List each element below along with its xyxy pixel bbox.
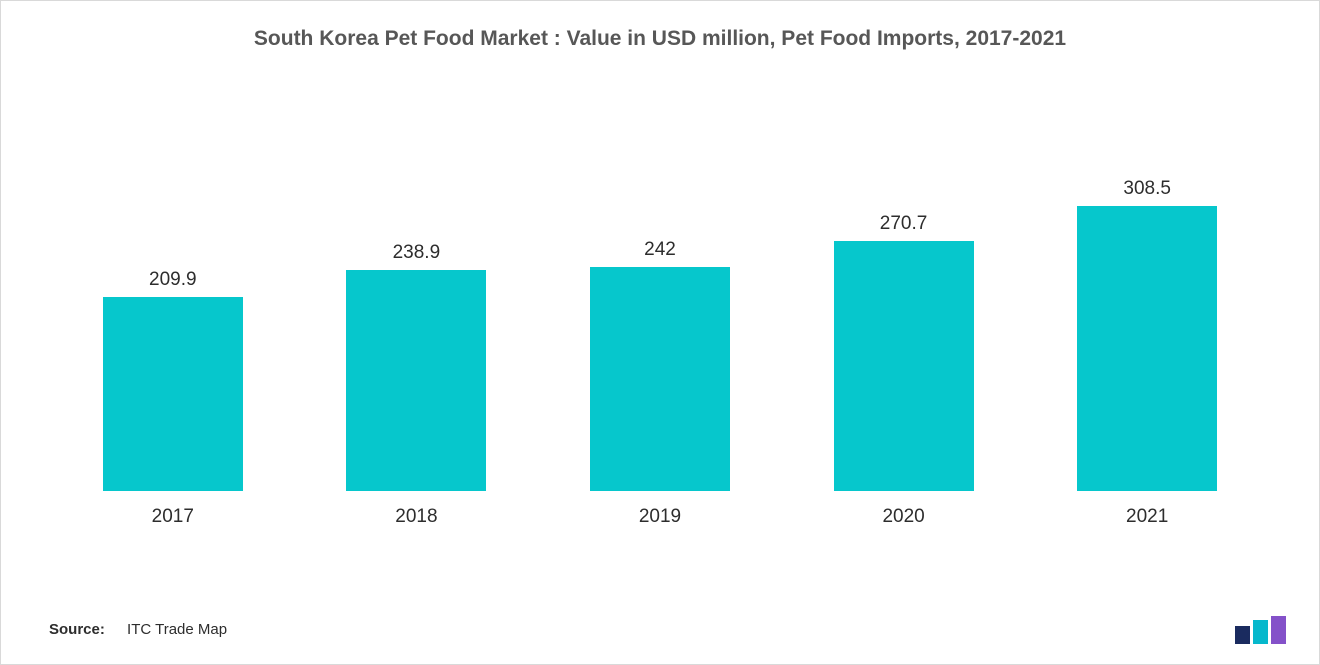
x-axis-label: 2017 [73, 496, 273, 528]
brand-logo-icon [1235, 616, 1291, 644]
chart-plot-area: 209.9 238.9 242 270.7 308.5 [51, 121, 1269, 491]
bar-value-label: 242 [644, 239, 676, 261]
bar-group: 308.5 [1047, 178, 1247, 491]
source-text: ITC Trade Map [127, 621, 227, 638]
bar-value-label: 209.9 [149, 269, 197, 291]
bar-value-label: 270.7 [880, 213, 928, 235]
bar [103, 297, 243, 491]
x-axis-label: 2019 [560, 496, 760, 528]
bar [834, 241, 974, 491]
bar [1077, 206, 1217, 491]
x-axis-label: 2020 [804, 496, 1004, 528]
x-axis-label: 2021 [1047, 496, 1247, 528]
bar [590, 267, 730, 491]
bar [346, 270, 486, 491]
source-label: Source: [49, 621, 105, 638]
bar-value-label: 308.5 [1123, 178, 1171, 200]
bar-group: 238.9 [316, 242, 516, 491]
bar-group: 209.9 [73, 269, 273, 491]
chart-title: South Korea Pet Food Market : Value in U… [1, 1, 1319, 51]
bar-value-label: 238.9 [393, 242, 441, 264]
bar-group: 242 [560, 239, 760, 491]
bar-group: 270.7 [804, 213, 1004, 491]
x-axis-label: 2018 [316, 496, 516, 528]
x-axis: 2017 2018 2019 2020 2021 [51, 496, 1269, 528]
source-attribution: Source: ITC Trade Map [49, 621, 227, 638]
